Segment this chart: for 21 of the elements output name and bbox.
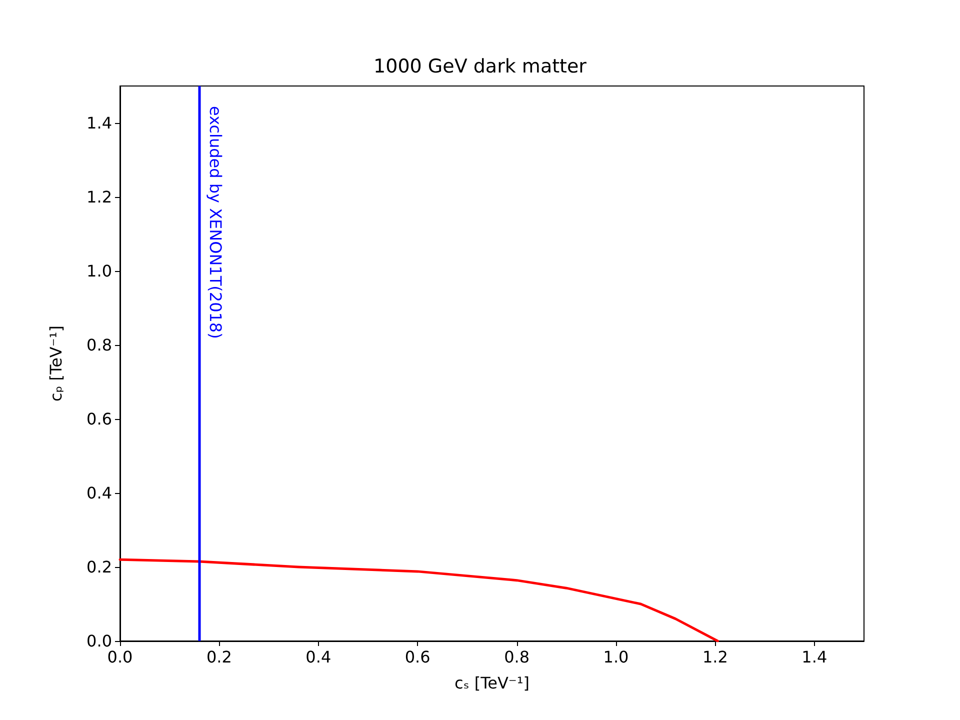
- x-tick-label: 0.2: [206, 648, 232, 666]
- x-tick-label: 0.8: [504, 648, 530, 666]
- x-tick-label: 0.4: [306, 648, 332, 666]
- line-series: [118, 558, 719, 642]
- x-tick-label: 1.2: [702, 648, 728, 666]
- ref-line-label: excluded by XENON1T(2018): [206, 106, 225, 339]
- x-axis-title: cₛ [TeV⁻¹]: [454, 674, 530, 692]
- chart-title: 1000 GeV dark matter: [374, 56, 587, 78]
- y-tick-label: 0.0: [86, 632, 112, 650]
- x-tick-label: 0.6: [404, 648, 430, 666]
- y-tick-label: 0.2: [86, 558, 112, 576]
- y-tick-label: 0.8: [86, 336, 112, 354]
- x-tick-label: 1.4: [802, 648, 828, 666]
- y-tick-label: 0.6: [86, 410, 112, 428]
- x-tick-label: 1.0: [603, 648, 629, 666]
- x-tick-label: 0.0: [107, 648, 133, 666]
- y-tick-label: 1.0: [86, 262, 112, 280]
- y-tick-label: 1.2: [86, 188, 112, 206]
- y-tick-label: 1.4: [86, 114, 112, 132]
- y-tick-label: 0.4: [86, 484, 112, 502]
- y-axis-title: cₚ [TeV⁻¹]: [46, 326, 66, 402]
